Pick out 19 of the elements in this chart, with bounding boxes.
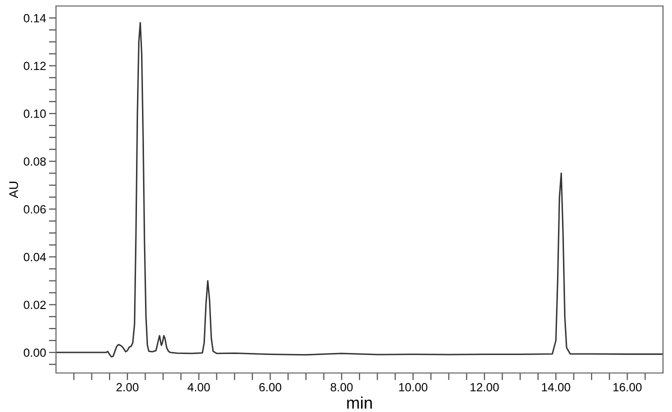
y-tick-label: 0.14 — [24, 14, 46, 22]
x-tick-label: 10.00 — [399, 383, 428, 392]
x-tick-label: 14.00 — [542, 383, 570, 392]
y-tick-label: 0.02 — [24, 300, 46, 310]
y-tick-label: 0.04 — [24, 252, 46, 262]
x-tick-label: 2.00 — [116, 383, 138, 392]
x-tick-label: 8.00 — [330, 383, 353, 392]
line-series — [56, 22, 663, 358]
y-tick-label: 0.08 — [24, 157, 46, 166]
x-tick-label: 6.00 — [259, 383, 282, 392]
y-axis-title: AU — [9, 182, 18, 198]
y-tick-label: 0.00 — [24, 348, 46, 357]
x-axis-title: min — [347, 396, 372, 409]
y-tick-label: 0.10 — [24, 110, 46, 118]
x-tick-label: 4.00 — [188, 383, 210, 392]
x-tick-label: 16.00 — [613, 383, 642, 392]
y-tick-label: 0.12 — [24, 62, 46, 70]
y-tick-label: 0.06 — [24, 205, 46, 214]
x-tick-label: 12.00 — [470, 383, 499, 392]
